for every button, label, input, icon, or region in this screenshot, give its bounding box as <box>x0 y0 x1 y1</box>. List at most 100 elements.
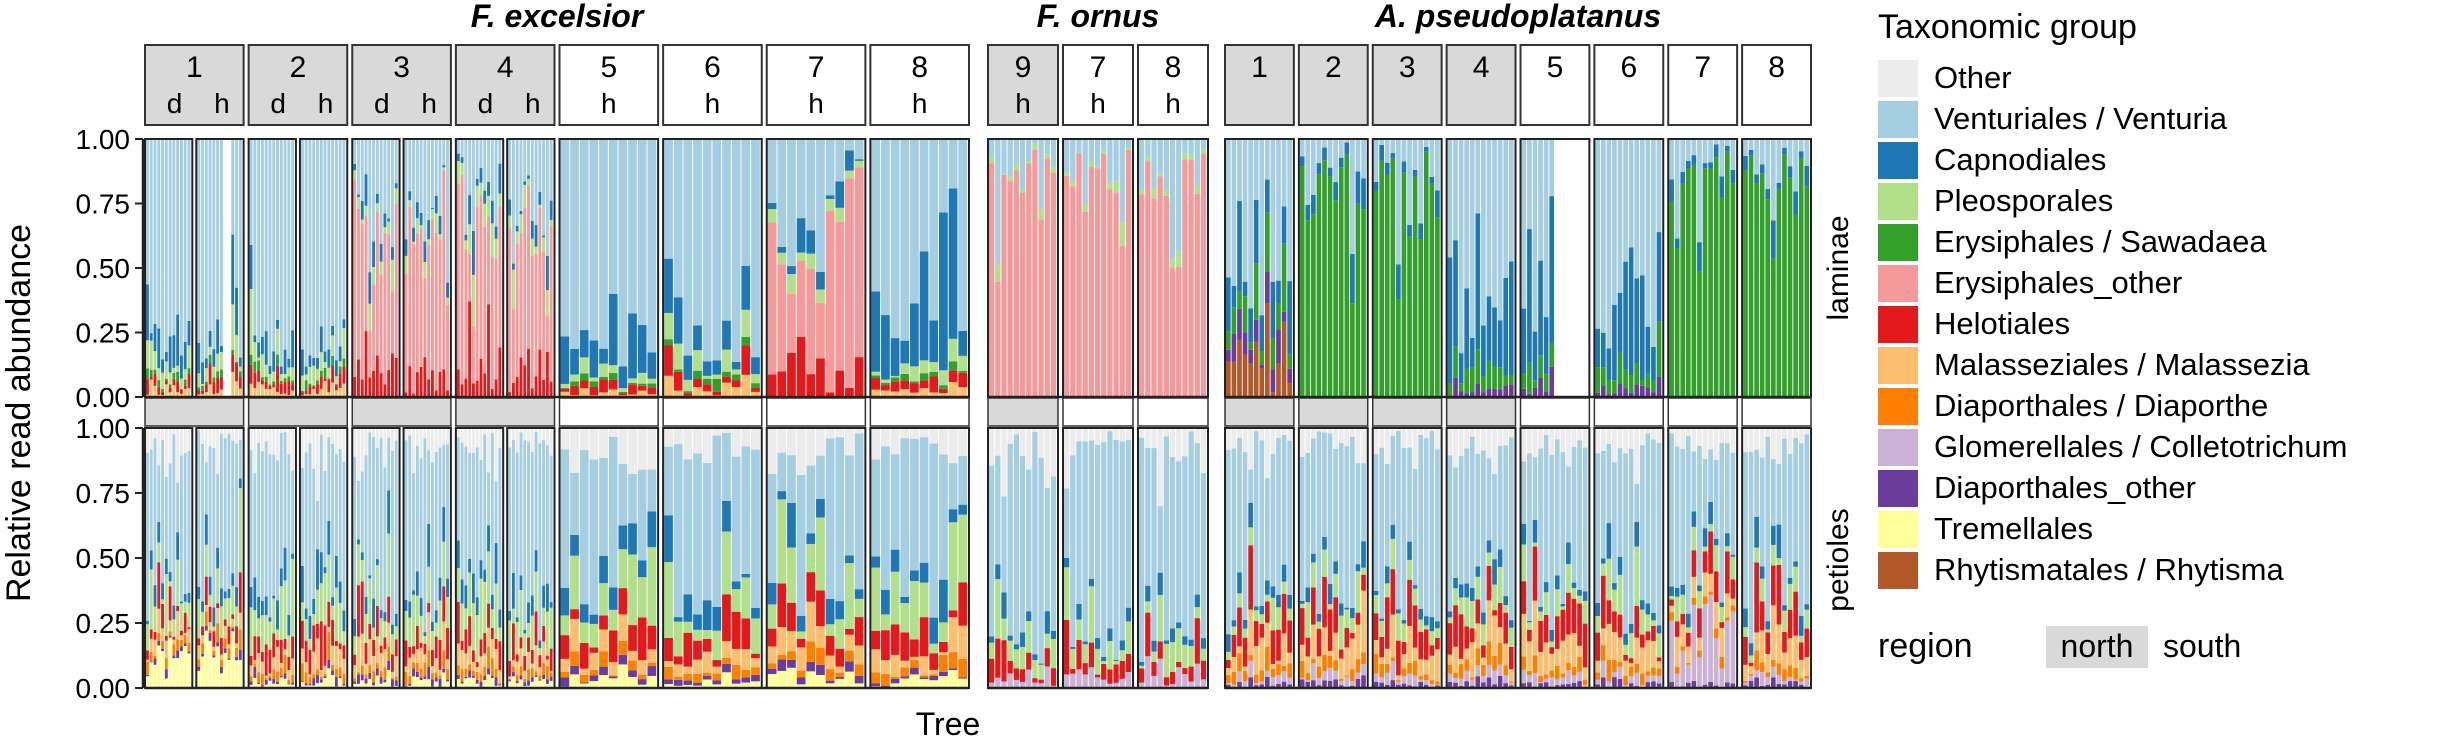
bar-segment-glomerellales-colletotrichum <box>1743 682 1748 686</box>
bar-segment-helotiales <box>534 611 538 646</box>
bar-segment-venturiales-venturia <box>338 139 342 347</box>
bar-segment-other <box>1412 428 1418 469</box>
tree-header-strip <box>1297 44 1369 126</box>
bar-segment-pleosporales <box>168 581 172 587</box>
bar-segment-capnodiales <box>197 586 201 599</box>
bar-segment-capnodiales <box>1242 281 1248 297</box>
legend-swatch <box>1878 183 1918 220</box>
bar-segment-tremellales <box>446 681 449 688</box>
bar-segment-other <box>1344 428 1350 447</box>
bar-segment-capnodiales <box>1064 557 1070 568</box>
bar-segment-malasseziales-malassezia <box>628 650 637 661</box>
bar-segment-helotiales <box>1226 659 1231 669</box>
bar-segment-helotiales <box>1674 621 1680 637</box>
bar-segment-pleosporales <box>1333 573 1338 598</box>
bar-segment-other <box>208 428 212 447</box>
bar-segment-erysiphales-sawadaea <box>168 384 172 388</box>
bar-segment-pleosporales <box>900 603 910 633</box>
bar-segment-venturiales-venturia <box>693 139 702 326</box>
bar-segment-pleosporales <box>372 267 376 285</box>
bar-segment-helotiales <box>1719 622 1725 628</box>
bar-segment-pleosporales <box>683 379 693 392</box>
bar-segment-pleosporales <box>1724 546 1730 552</box>
bar-segment-helotiales <box>1804 628 1810 657</box>
bar-segment-diaporthales-diaporthe <box>787 651 796 660</box>
bar-segment-capnodiales <box>939 579 948 623</box>
site-label: d <box>478 88 494 119</box>
bar-segment-capnodiales <box>919 251 929 361</box>
bar-segment-other <box>712 428 722 436</box>
bar-segment-capnodiales <box>1182 636 1188 645</box>
bar-segment-venturiales-venturia <box>368 139 372 273</box>
bar-segment-venturiales-venturia <box>168 139 172 337</box>
bar-segment-capnodiales <box>1322 536 1327 550</box>
bar-segment-venturiales-venturia <box>542 139 546 236</box>
bar-segment-helotiales <box>456 369 460 397</box>
bar-segment-venturiales-venturia <box>835 437 845 602</box>
bar-segment-pleosporales <box>731 369 741 375</box>
bar-segment-helotiales <box>187 627 191 630</box>
bar-segment-pleosporales <box>372 627 376 640</box>
bar-segment-helotiales <box>446 390 449 397</box>
bar-segment-diaporthales-diaporthe <box>523 678 527 683</box>
bar-segment-capnodiales <box>1276 280 1281 303</box>
bar-segment-capnodiales <box>1026 611 1032 621</box>
bar-segment-helotiales <box>149 629 153 639</box>
bar-segment-capnodiales <box>854 159 864 161</box>
bar-segment-erysiphales-other <box>995 281 1001 397</box>
bar-segment-pleosporales <box>216 353 220 372</box>
bar-segment-pleosporales <box>430 209 434 219</box>
bar-segment-diaporthales-other <box>319 679 323 683</box>
bar-segment-venturiales-venturia <box>260 139 264 337</box>
bar-segment-tremellales <box>364 683 368 688</box>
bar-segment-capnodiales <box>264 331 268 365</box>
bar-segment-diaporthales-diaporthe <box>1708 591 1713 595</box>
bar-segment-venturiales-venturia <box>910 438 919 571</box>
bar-segment-diaporthales-other <box>545 679 549 684</box>
bar-segment-malasseziales-malassezia <box>1469 642 1475 678</box>
bar-segment-capnodiales <box>364 174 368 206</box>
bar-segment-pleosporales <box>1447 617 1453 624</box>
bar-segment-malasseziales-malassezia <box>1418 659 1423 677</box>
bar-segment-other <box>249 428 253 451</box>
bar-segment-capnodiales <box>712 360 722 375</box>
bar-segment-pleosporales <box>599 583 608 616</box>
bar-segment-other <box>1253 428 1259 432</box>
bar-segment-malasseziales-malassezia <box>331 382 335 397</box>
bar-segment-pleosporales <box>179 378 183 389</box>
bar-segment-diaporthales-other <box>231 628 235 632</box>
bar-segment-venturiales-venturia <box>408 435 412 602</box>
bar-segment-malasseziales-malassezia <box>1361 590 1366 653</box>
bar-segment-erysiphales-other <box>427 245 431 380</box>
bar-segment-pleosporales <box>1242 628 1248 638</box>
bar-segment-erysiphales-other <box>404 273 408 393</box>
bar-segment-erysiphales-other <box>464 248 468 379</box>
bar-segment-diaporthales-other <box>683 680 693 685</box>
bar-segment-diaporthales-other <box>1458 391 1464 397</box>
bar-segment-glomerellales-colletotrichum <box>1776 674 1782 684</box>
bar-segment-tremellales <box>545 683 549 688</box>
bar-segment-venturiales-venturia <box>394 139 398 184</box>
bar-segment-venturiales-venturia <box>1064 139 1070 173</box>
bar-segment-malasseziales-malassezia <box>1680 624 1686 647</box>
bar-segment-pleosporales <box>1231 626 1237 635</box>
bar-segment-pleosporales <box>1194 185 1200 194</box>
bar-segment-pleosporales <box>176 559 180 606</box>
bar-segment-pleosporales <box>702 375 712 379</box>
bar-segment-erysiphales-sawadaea <box>1656 321 1662 377</box>
bar-segment-other <box>372 428 376 437</box>
bar-segment-pleosporales <box>1423 625 1429 630</box>
bar-segment-diaporthales-diaporthe <box>1447 664 1453 674</box>
bar-segment-diaporthales-other <box>1231 333 1237 362</box>
bar-segment-tremellales <box>176 658 180 688</box>
bar-segment-malasseziales-malassezia <box>391 671 394 678</box>
bar-segment-diaporthales-diaporthe <box>1270 668 1276 678</box>
tree-header-strip <box>1137 44 1209 126</box>
bar-segment-venturiales-venturia <box>1276 139 1281 281</box>
bar-segment-venturiales-venturia <box>357 480 360 540</box>
tree-header-strip <box>1371 44 1443 126</box>
bar-segment-glomerellales-colletotrichum <box>1044 666 1050 688</box>
bar-segment-diaporthales-other <box>1508 685 1514 688</box>
bar-segment-erysiphales-other <box>383 232 387 385</box>
bar-segment-erysiphales-other <box>442 170 446 370</box>
